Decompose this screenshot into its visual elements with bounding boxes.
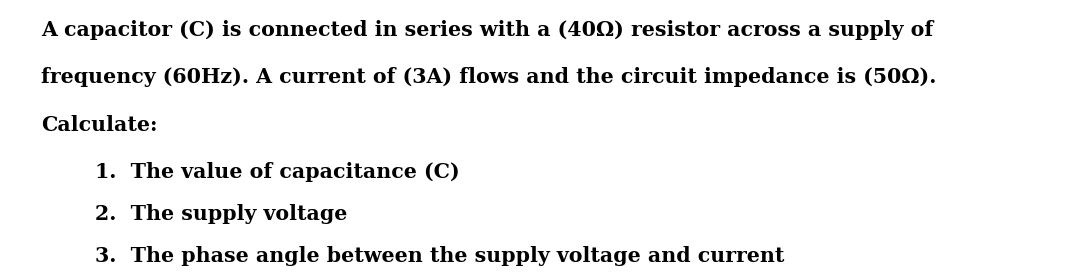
Text: 2.  The supply voltage: 2. The supply voltage — [95, 204, 348, 224]
Text: Calculate:: Calculate: — [41, 115, 158, 135]
Text: 1.  The value of capacitance (C): 1. The value of capacitance (C) — [95, 162, 460, 182]
Text: A capacitor (C) is connected in series with a (40Ω) resistor across a supply of: A capacitor (C) is connected in series w… — [41, 20, 933, 39]
Text: frequency (60Hz). A current of (3A) flows and the circuit impedance is (50Ω).: frequency (60Hz). A current of (3A) flow… — [41, 67, 936, 87]
Text: 3.  The phase angle between the supply voltage and current: 3. The phase angle between the supply vo… — [95, 246, 784, 266]
